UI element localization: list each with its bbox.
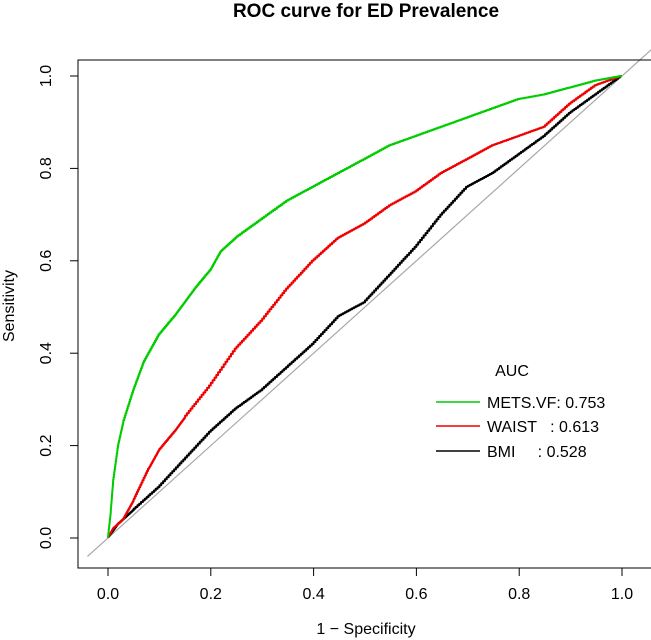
x-axis-label: 1 − Specificity bbox=[316, 621, 415, 638]
y-tick-label: 0.0 bbox=[38, 527, 55, 549]
plot-frame bbox=[77, 59, 651, 569]
x-axis: 0.0 0.2 0.4 0.6 0.8 1.0 bbox=[97, 567, 633, 603]
legend: AUC METS.VF: 0.753 WAIST : 0.613 BMI : 0… bbox=[436, 363, 605, 461]
x-tick-label: 0.0 bbox=[97, 586, 119, 603]
legend-label-metsvf: METS.VF: 0.753 bbox=[487, 395, 605, 412]
legend-label-bmi: BMI : 0.528 bbox=[487, 444, 587, 461]
x-tick-label: 1.0 bbox=[611, 586, 633, 603]
legend-label-waist: WAIST : 0.613 bbox=[487, 419, 599, 436]
bmi-curve bbox=[107, 75, 622, 538]
y-tick-label: 0.4 bbox=[38, 342, 55, 364]
reference-diagonal-line bbox=[87, 49, 651, 557]
plot-area bbox=[87, 49, 651, 557]
waist-curve bbox=[107, 75, 622, 539]
y-axis-label: Sensitivity bbox=[1, 270, 18, 342]
y-tick-label: 0.2 bbox=[38, 434, 55, 456]
x-tick-label: 0.6 bbox=[405, 586, 427, 603]
x-tick-label: 0.8 bbox=[508, 586, 530, 603]
y-tick-label: 1.0 bbox=[38, 65, 55, 87]
metsvf-curve bbox=[107, 75, 622, 538]
chart-title: ROC curve for ED Prevalence bbox=[233, 1, 499, 22]
y-tick-label: 0.6 bbox=[38, 250, 55, 272]
legend-title: AUC bbox=[495, 363, 529, 380]
y-axis: 0.0 0.2 0.4 0.6 0.8 1.0 bbox=[38, 65, 79, 549]
y-tick-label: 0.8 bbox=[38, 157, 55, 179]
x-tick-label: 0.2 bbox=[200, 586, 222, 603]
x-tick-label: 0.4 bbox=[302, 586, 324, 603]
